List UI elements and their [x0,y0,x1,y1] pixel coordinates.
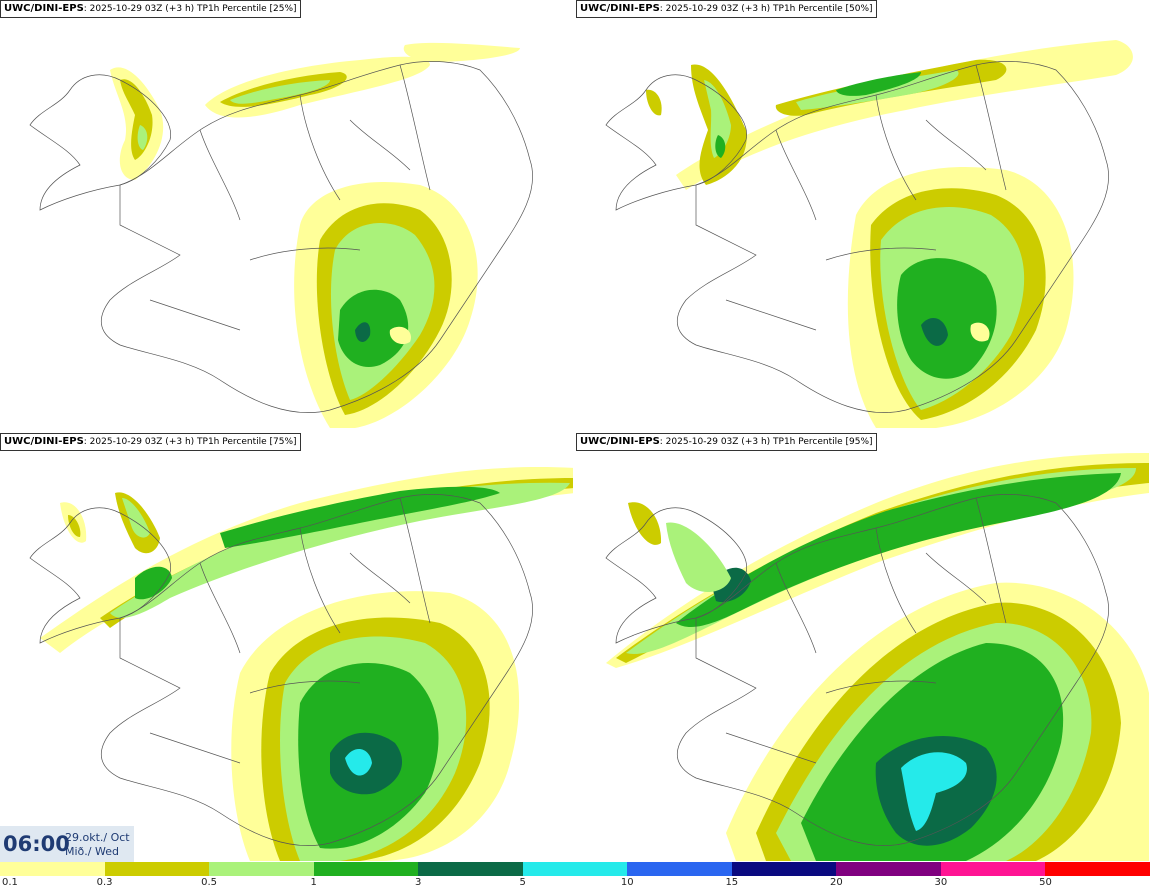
colorbar-tick-label: 3 [414,877,422,888]
valid-time-clock: 06:00 [3,832,70,856]
colorbar-swatch [209,862,314,876]
panel-title: UWC/DINI-EPS: 2025-10-29 03Z (+3 h) TP1h… [0,433,301,451]
colorbar-swatch [940,862,1046,876]
precip-map-p25 [29,42,534,428]
valid-time-box: 06:00 29.okt./ Oct Mið./ Wed [0,826,134,862]
valid-time-date: 29.okt./ Oct [65,831,130,844]
colorbar-swatch [0,862,105,876]
coastline-p25 [29,61,534,413]
valid-time-day: Mið./ Wed [65,845,119,858]
colorbar-swatch [313,862,419,876]
precip-field-p75 [40,467,573,861]
colorbar-swatch [522,862,628,876]
panel-title: UWC/DINI-EPS: 2025-10-29 03Z (+3 h) TP1h… [576,0,877,18]
precip-field-p25 [110,42,520,428]
coastline-p50 [605,61,1110,413]
colorbar-swatch [627,862,732,876]
colorbar-swatch [104,862,210,876]
coastline-p75 [29,494,534,846]
colorbar-swatch [731,862,837,876]
colorbar-tick-label: 0.3 [96,877,113,888]
precip-map-p50 [605,40,1133,428]
colorbar-tick-label: 30 [934,877,948,888]
coastline-p95 [605,494,1110,846]
colorbar-tick-label: 0.1 [2,877,18,888]
precip-field-p50 [646,40,1133,428]
precip-map-p95 [605,453,1149,861]
map-panel-p75: UWC/DINI-EPS: 2025-10-29 03Z (+3 h) TP1h… [0,433,573,861]
colorbar-swatch [418,862,523,876]
precip-map-p75 [29,467,573,861]
colorbar-tick-label: 50 [1039,877,1052,888]
precip-field-p95 [606,453,1149,861]
colorbar-tick-label: 5 [519,877,526,888]
panel-divider-horizontal [0,429,1150,433]
precip-colorbar [0,862,1150,876]
colorbar-tick-labels: 0.1 0.3 0.5 1 3 5 10 15 20 30 50 [0,876,1150,891]
map-panel-p95: UWC/DINI-EPS: 2025-10-29 03Z (+3 h) TP1h… [576,433,1149,861]
panel-title: UWC/DINI-EPS: 2025-10-29 03Z (+3 h) TP1h… [576,433,877,451]
colorbar-tick-label: 0.5 [201,877,218,888]
map-panel-p25: UWC/DINI-EPS: 2025-10-29 03Z (+3 h) TP1h… [0,0,573,428]
colorbar-tick-label: 10 [620,877,634,888]
colorbar-tick-label: 15 [725,877,739,888]
map-panel-p50: UWC/DINI-EPS: 2025-10-29 03Z (+3 h) TP1h… [576,0,1149,428]
panel-title: UWC/DINI-EPS: 2025-10-29 03Z (+3 h) TP1h… [0,0,301,18]
colorbar-tick-label: 1 [310,877,317,888]
colorbar-tick-label: 20 [829,877,843,888]
colorbar-swatch [836,862,941,876]
colorbar-swatch [1045,862,1150,876]
